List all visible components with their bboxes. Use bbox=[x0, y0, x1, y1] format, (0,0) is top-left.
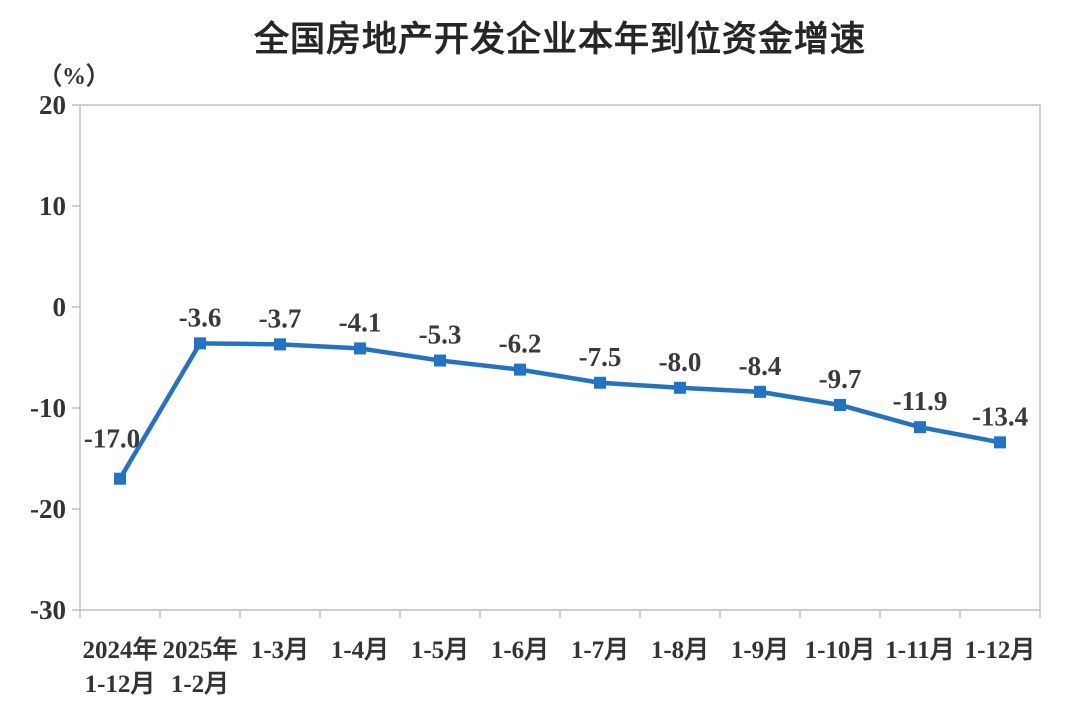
data-point-label: -13.4 bbox=[972, 401, 1028, 431]
x-axis-tick-label: 1-10月 bbox=[805, 637, 876, 664]
y-axis-tick-label: -30 bbox=[30, 595, 66, 625]
x-axis-tick-label: 1-8月 bbox=[651, 637, 709, 664]
data-point-label: -7.5 bbox=[579, 342, 622, 372]
series-line bbox=[117, 341, 1003, 481]
y-axis-tick-label: 0 bbox=[53, 292, 67, 322]
data-point-label: -5.3 bbox=[419, 320, 462, 350]
data-point-label: -8.4 bbox=[739, 351, 782, 381]
y-axis-unit-label: （%） bbox=[38, 64, 110, 90]
data-point-marker bbox=[914, 421, 926, 434]
data-point-marker bbox=[274, 338, 286, 351]
x-axis-tick-label: 1-11月 bbox=[885, 637, 954, 664]
data-point-marker bbox=[114, 472, 126, 485]
data-point-marker bbox=[594, 376, 606, 389]
data-point-marker bbox=[514, 363, 526, 376]
x-axis-tick-label: 2025年 bbox=[162, 635, 237, 664]
x-axis-tick-label: 1-7月 bbox=[571, 637, 629, 664]
y-axis-tick-label: -20 bbox=[30, 494, 66, 524]
data-point-label: -6.2 bbox=[499, 329, 542, 359]
data-point-label: -11.9 bbox=[893, 386, 948, 416]
x-axis-tick-label: 2024年 bbox=[82, 635, 157, 664]
x-axis-tick-label: 1-2月 bbox=[171, 671, 229, 698]
x-axis-tick-label: 1-3月 bbox=[251, 637, 309, 664]
data-point-marker bbox=[194, 337, 206, 350]
data-point-label: -8.0 bbox=[659, 347, 702, 377]
x-axis-tick-label: 1-12月 bbox=[85, 671, 156, 698]
y-axis-tick-label: 20 bbox=[39, 90, 66, 120]
data-point-marker bbox=[834, 398, 846, 411]
data-point-marker bbox=[434, 354, 446, 367]
x-axis-tick-label: 1-4月 bbox=[331, 637, 389, 664]
data-point-label: -3.6 bbox=[179, 302, 222, 332]
data-point-label: -9.7 bbox=[819, 364, 862, 394]
data-point-marker bbox=[674, 381, 686, 394]
x-axis-tick-label: 1-5月 bbox=[411, 637, 469, 664]
x-axis-tick-label: 1-12月 bbox=[965, 637, 1036, 664]
data-point-marker bbox=[754, 385, 766, 398]
data-point-label: -4.1 bbox=[339, 307, 382, 337]
chart-title: 全国房地产开发企业本年到位资金增速 bbox=[253, 20, 866, 59]
data-point-label: -3.7 bbox=[259, 303, 302, 333]
x-axis-tick-label: 1-9月 bbox=[731, 637, 789, 664]
y-axis-tick-label: 10 bbox=[39, 191, 66, 221]
data-point-marker bbox=[354, 342, 366, 355]
data-point-marker bbox=[994, 436, 1006, 449]
x-axis-tick-label: 1-6月 bbox=[491, 637, 549, 664]
plot-border bbox=[79, 104, 1041, 611]
data-point-label: -17.0 bbox=[84, 424, 140, 454]
y-axis-tick-label: -10 bbox=[30, 393, 66, 423]
